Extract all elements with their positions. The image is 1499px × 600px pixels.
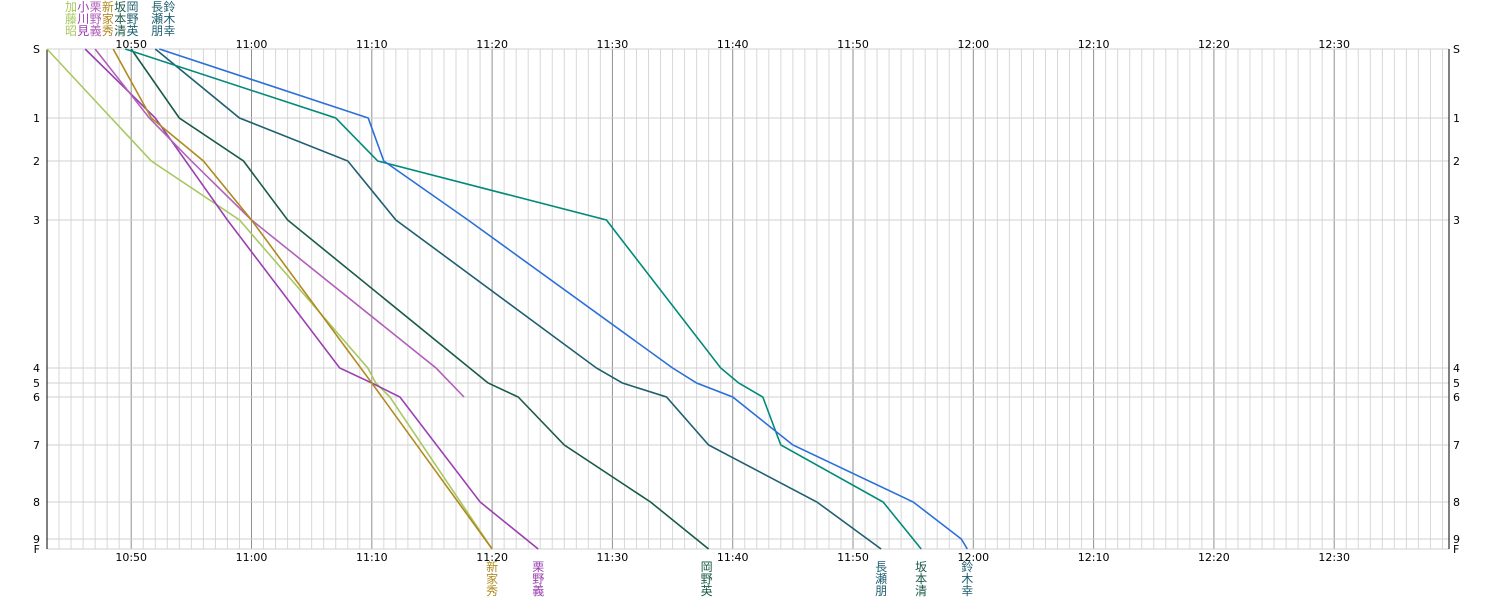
- legend-label-char: 新: [102, 0, 114, 14]
- y-tick-label-left: 1: [33, 112, 40, 125]
- finish-label-char: 野: [701, 572, 713, 586]
- finish-label-char: 英: [701, 584, 713, 598]
- y-tick-label-right: 1: [1453, 112, 1460, 125]
- finish-label-char: 坂: [915, 560, 927, 574]
- x-tick-label-top: 12:00: [957, 38, 989, 51]
- x-tick-label-top: 11:20: [476, 38, 508, 51]
- legend-label-char: 瀬: [151, 12, 163, 26]
- x-tick-label-bottom: 10:50: [115, 551, 147, 564]
- x-tick-label-bottom: 12:10: [1078, 551, 1110, 564]
- finish-label-char: 長: [875, 560, 887, 574]
- x-tick-label-top: 12:20: [1198, 38, 1230, 51]
- legend-label-char: 長: [151, 0, 163, 14]
- legend-label-char: 英: [126, 24, 138, 38]
- x-tick-label-top: 11:30: [597, 38, 629, 51]
- y-tick-label-right: 7: [1453, 439, 1460, 452]
- legend-label-char: 本: [114, 12, 126, 26]
- y-tick-label-left: 6: [33, 391, 40, 404]
- finish-label-char: 栗: [532, 560, 544, 574]
- x-tick-label-bottom: 12:00: [957, 551, 989, 564]
- y-tick-label-left: 5: [33, 377, 40, 390]
- finish-label-char: 野: [532, 572, 544, 586]
- legend-label-char: 見: [77, 24, 89, 38]
- x-tick-label-bottom: 11:10: [356, 551, 388, 564]
- legend-label-char: 野: [126, 12, 138, 26]
- series-line: [124, 48, 922, 550]
- legend-label-char: 朋: [151, 24, 163, 38]
- x-tick-label-top: 11:00: [236, 38, 268, 51]
- legend-label-char: 小: [77, 0, 89, 14]
- series-line: [46, 48, 493, 550]
- finish-label-char: 岡: [701, 560, 713, 574]
- legend-label-char: 坂: [114, 0, 126, 14]
- legend-label-char: 野: [90, 12, 102, 26]
- finish-label-char: 本: [915, 572, 927, 586]
- y-tick-label-right: S: [1453, 43, 1460, 56]
- series-line: [130, 48, 710, 550]
- y-tick-label-right: 8: [1453, 496, 1460, 509]
- y-tick-label-left: 4: [33, 362, 40, 375]
- legend-label-char: 秀: [102, 24, 114, 38]
- finish-label-char: 幸: [961, 584, 973, 598]
- legend-label-char: 清: [114, 24, 126, 38]
- x-tick-label-top: 10:50: [115, 38, 147, 51]
- legend-label-char: 昭: [65, 24, 77, 38]
- x-tick-label-top: 12:30: [1318, 38, 1350, 51]
- x-tick-label-top: 11:40: [717, 38, 749, 51]
- y-tick-label-right: F: [1453, 543, 1459, 556]
- legend-label-char: 幸: [163, 24, 175, 38]
- legend-label-char: 義: [90, 23, 102, 38]
- x-tick-label-bottom: 11:20: [476, 551, 508, 564]
- finish-label-char: 家: [486, 571, 498, 586]
- finish-label-char: 瀬: [875, 572, 887, 586]
- x-tick-label-top: 12:10: [1078, 38, 1110, 51]
- y-tick-label-right: 3: [1453, 214, 1460, 227]
- x-tick-label-bottom: 11:50: [837, 551, 869, 564]
- series-line: [94, 48, 465, 398]
- y-tick-label-right: 9: [1453, 533, 1460, 546]
- y-tick-label-left: 8: [33, 496, 40, 509]
- series-line: [112, 48, 493, 550]
- x-tick-label-bottom: 12:20: [1198, 551, 1230, 564]
- finish-label-char: 朋: [875, 584, 887, 598]
- series-line: [84, 48, 539, 550]
- finish-label-char: 秀: [486, 584, 498, 598]
- x-tick-label-bottom: 11:00: [236, 551, 268, 564]
- finish-label-char: 清: [915, 584, 927, 598]
- x-tick-label-bottom: 12:30: [1318, 551, 1350, 564]
- legend-label-char: 藤: [65, 12, 77, 26]
- finish-label-char: 鈴: [961, 559, 973, 574]
- legend-label-char: 岡: [126, 0, 138, 14]
- y-tick-label-left: S: [33, 43, 40, 56]
- y-tick-label-left: 3: [33, 214, 40, 227]
- y-tick-label-left: 9: [33, 533, 40, 546]
- legend-label-char: 鈴: [163, 0, 175, 14]
- y-tick-label-right: 2: [1453, 155, 1460, 168]
- y-tick-label-right: 4: [1453, 362, 1460, 375]
- x-tick-label-top: 11:50: [837, 38, 869, 51]
- legend-label-char: 川: [77, 12, 89, 26]
- y-tick-label-left: F: [34, 543, 40, 556]
- y-tick-label-right: 5: [1453, 377, 1460, 390]
- finish-label-char: 木: [961, 572, 973, 586]
- x-tick-label-bottom: 11:30: [597, 551, 629, 564]
- y-tick-label-left: 7: [33, 439, 40, 452]
- finish-label-char: 新: [486, 559, 498, 574]
- finish-label-char: 義: [532, 583, 544, 598]
- series-line: [159, 48, 968, 550]
- x-tick-label-top: 11:10: [356, 38, 388, 51]
- y-tick-label-right: 6: [1453, 391, 1460, 404]
- series-line: [154, 48, 882, 550]
- x-tick-label-bottom: 11:40: [717, 551, 749, 564]
- y-tick-label-left: 2: [33, 155, 40, 168]
- legend-label-char: 木: [163, 12, 175, 26]
- legend-label-char: 栗: [90, 0, 102, 14]
- legend-label-char: 家: [102, 11, 114, 26]
- legend-label-char: 加: [65, 0, 77, 14]
